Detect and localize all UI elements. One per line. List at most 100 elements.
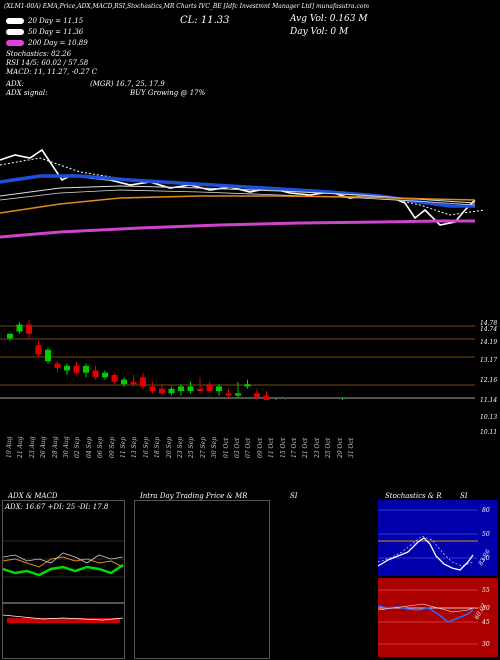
- candle-body: [263, 395, 270, 400]
- date-axis-label: 31 Oct: [348, 437, 355, 458]
- stoch-panel-title: Stochastics & R: [385, 492, 442, 500]
- date-axis-label: 16 Sep: [142, 436, 150, 458]
- macd-histogram: [7, 618, 120, 623]
- adx-panel-title: ADX & MACD: [8, 492, 58, 500]
- candle-body: [121, 379, 127, 385]
- date-axis-label: 25 Sep: [188, 436, 196, 458]
- price-axis-label: 10.11: [480, 429, 498, 436]
- candle-body: [235, 393, 241, 396]
- legend-ema50: 50 Day = 11.36: [6, 28, 83, 36]
- date-axis-label: 02 Sep: [74, 436, 82, 458]
- adx-readout: ADX: 16.67 +DI: 25 -DI: 17.8: [5, 503, 109, 511]
- rsi-level-45: 45: [482, 619, 490, 626]
- candle-body: [254, 393, 260, 398]
- plus-di-line: [3, 563, 124, 577]
- date-axis-label: 11 Oct: [268, 437, 276, 458]
- date-axis-label: 21 Oct: [302, 437, 310, 458]
- candle-body: [26, 324, 32, 334]
- candle-body: [178, 386, 184, 392]
- price-axis-label: 10.13: [480, 414, 498, 421]
- candle-body: [102, 372, 108, 378]
- date-axis-label: 29 Oct: [336, 437, 344, 458]
- price-axis-label: 14.74: [480, 326, 498, 333]
- date-axis-label: 28 Aug: [51, 436, 59, 458]
- candle-body: [197, 388, 203, 392]
- intraday-panel: [134, 500, 270, 659]
- date-axis-label: 03 Oct: [234, 437, 241, 458]
- candle-body: [73, 365, 80, 373]
- legend-ema20: 20 Day = 11.15: [6, 17, 83, 25]
- candle-body: [16, 324, 23, 332]
- date-axis-label: 26 Aug: [40, 436, 48, 458]
- date-axis-label: 30 Sep: [211, 436, 219, 458]
- candle-body: [92, 370, 99, 378]
- adx-signal-value: BUY Growing @ 17%: [130, 89, 206, 97]
- intraday-panel-title: Intra Day Trading Price & MR: [140, 492, 248, 500]
- candle-body: [140, 377, 146, 387]
- candle-body: [216, 386, 222, 392]
- ema100-line: [0, 195, 476, 214]
- candle-body: [35, 345, 42, 355]
- candle-body: [187, 386, 194, 392]
- ema20-label: 20 Day = 11.15: [28, 17, 84, 25]
- candle-body: [45, 349, 51, 362]
- date-axis-label: 01 Oct: [222, 437, 230, 458]
- adx-value: (MGR) 16.7, 25, 17.9: [90, 80, 165, 88]
- ema200-line: [0, 219, 475, 239]
- date-axis-label: 23 Aug: [28, 436, 36, 458]
- date-axis-label: 21 Aug: [17, 436, 25, 458]
- date-axis-label: 19 Aug: [6, 436, 13, 458]
- date-axis-label: 09 Sep: [108, 436, 116, 458]
- candle-body: [168, 388, 175, 394]
- date-axis-label: 27 Sep: [199, 436, 207, 458]
- adx-panel: ADX: 16.67 +DI: 25 -DI: 17.8: [2, 500, 125, 659]
- legend-ema200: 200 Day = 10.89: [6, 39, 88, 47]
- candle-body: [149, 386, 156, 392]
- day-volume: Day Vol: 0 M: [290, 27, 349, 37]
- close-price-label: CL: 11.33: [180, 15, 230, 26]
- date-axis-label: 20 Sep: [165, 436, 173, 458]
- candle-body: [130, 381, 137, 385]
- date-axis-label: 07 Oct: [245, 437, 253, 458]
- stochastics-panel: 80 50 20 82.26: [378, 500, 498, 576]
- date-axis-label: 17 Oct: [291, 437, 298, 458]
- ema-chart: [0, 148, 486, 239]
- price-axis-label: 14.78: [480, 320, 498, 327]
- rsi-plot: [378, 589, 478, 645]
- date-axis-label: 25 Oct: [325, 437, 333, 458]
- candle-body: [244, 384, 251, 387]
- rsi-line: [378, 605, 474, 623]
- stoch-level-80: 80: [482, 507, 490, 514]
- stoch-d-line: [378, 535, 474, 567]
- ema200-swatch: [6, 40, 24, 46]
- minus-di-line: [3, 552, 124, 564]
- rsi-value: RSI 14/5: 60.02 / 57.58: [6, 59, 89, 67]
- candle-body: [225, 393, 232, 396]
- macd-line: [3, 614, 124, 621]
- ticker-line: (XLM1-00A) EMA,Price,ADX,MACD,RSI,Stocha…: [4, 3, 370, 10]
- price-axis-label: 13.17: [480, 357, 498, 364]
- candle-body: [7, 333, 13, 339]
- candle-body: [206, 384, 213, 392]
- price-axis-label: 12.16: [480, 377, 498, 384]
- stochastics-plot: [378, 509, 478, 571]
- stoch-level-20: 20: [482, 555, 490, 562]
- price-axis-label: 14.19: [480, 339, 498, 346]
- adx-signal-label: ADX signal:: [6, 89, 48, 97]
- candle-body: [159, 388, 165, 394]
- intraday-si-label: SI: [290, 492, 298, 500]
- date-axis-label: 30 Aug: [63, 436, 70, 458]
- stoch-si-label: SI: [460, 492, 468, 500]
- candle-chart: [0, 320, 475, 400]
- candle-body: [64, 365, 70, 371]
- date-axis-label: 06 Sep: [97, 436, 105, 458]
- date-axis-label: 15 Oct: [279, 437, 287, 458]
- rsi-level-50: 50: [482, 605, 490, 612]
- ema20-line: [0, 174, 475, 208]
- avg-volume: Avg Vol: 0.163 M: [290, 14, 368, 24]
- adx-macd-plot: [3, 540, 124, 623]
- date-axis-label: 23 Oct: [313, 437, 321, 458]
- date-axis-label: 23 Sep: [177, 436, 184, 458]
- adx-label: ADX:: [6, 80, 25, 88]
- date-axis-label: 09 Oct: [256, 437, 264, 458]
